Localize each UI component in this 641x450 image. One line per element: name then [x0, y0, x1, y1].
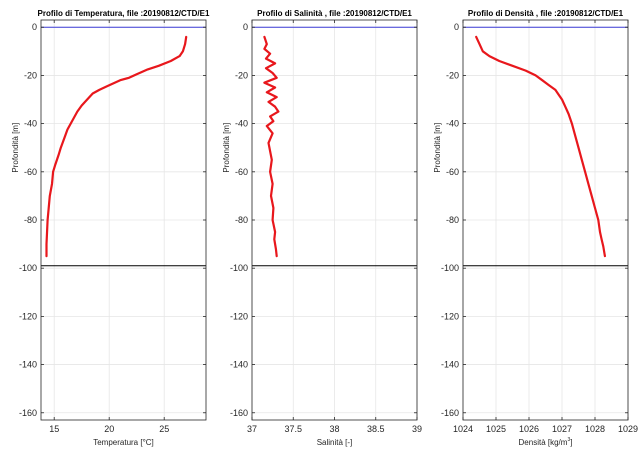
x-tick-label: 1025 — [486, 424, 506, 434]
y-tick-label: 0 — [243, 22, 248, 32]
y-tick-label: -140 — [19, 360, 37, 370]
chart-panel-2: 37 37.5 38 38.5 39 0 -20 -40 -60 -80 -100 -120 -140 -… — [222, 9, 422, 447]
x-tick-label: 1024 — [453, 424, 473, 434]
y-axis-label: Profondità [m] — [433, 123, 442, 173]
x-axis-label: Densità [kg/m3] — [519, 437, 573, 447]
y-tick-label: -20 — [235, 70, 248, 80]
x-tick-label: 1028 — [585, 424, 605, 434]
y-tick-label: -140 — [441, 360, 459, 370]
y-tick-label: -100 — [19, 263, 37, 273]
y-tick-label: -160 — [230, 408, 248, 418]
chart-title: Profilo di Salinità , file :20190812/CTD… — [257, 9, 412, 18]
x-tick-label: 37.5 — [284, 424, 302, 434]
x-axis-label-text: Densità [kg/m — [519, 438, 568, 447]
y-tick-label: -120 — [230, 311, 248, 321]
chart-title: Profilo di Temperatura, file :20190812/C… — [38, 9, 210, 18]
y-axis-label: Profondità [m] — [222, 123, 231, 173]
x-tick-label: 15 — [49, 424, 59, 434]
chart-title: Profilo di Densità , file :20190812/CTD/… — [468, 9, 624, 18]
x-tick-label: 20 — [104, 424, 114, 434]
y-tick-label: -160 — [19, 408, 37, 418]
y-tick-label: -100 — [441, 263, 459, 273]
x-tick-label: 1026 — [519, 424, 539, 434]
y-tick-label: -60 — [24, 167, 37, 177]
y-tick-label: -160 — [441, 408, 459, 418]
x-tick-label: 25 — [159, 424, 169, 434]
series-line-1 — [263, 35, 280, 258]
chart-panel-1: 15 20 25 0 -20 -40 -60 -80 -100 -120 -140 -160 Profi… — [11, 9, 210, 447]
y-tick-label: -80 — [24, 215, 37, 225]
y-tick-label: -120 — [19, 311, 37, 321]
y-tick-label: -80 — [446, 215, 459, 225]
y-tick-label: -40 — [446, 119, 459, 129]
x-axis-label: Salinità [-] — [317, 438, 353, 447]
series-line-1 — [45, 35, 188, 258]
y-tick-label: -100 — [230, 263, 248, 273]
x-axis-label: Temperatura [°C] — [93, 438, 154, 447]
chart-panel-3: 1024 1025 1026 1027 1028 1029 0 -20 -40 -60 -80 -10… — [433, 9, 638, 447]
y-tick-label: -60 — [235, 167, 248, 177]
x-tick-label: 38.5 — [367, 424, 385, 434]
y-tick-label: -20 — [446, 70, 459, 80]
x-axis-label-exponent: 3 — [567, 437, 570, 443]
y-tick-label: -40 — [24, 119, 37, 129]
x-tick-label: 1029 — [618, 424, 638, 434]
y-tick-label: -80 — [235, 215, 248, 225]
y-tick-label: -120 — [441, 311, 459, 321]
x-tick-label: 38 — [329, 424, 339, 434]
y-tick-label: 0 — [454, 22, 459, 32]
y-axis-label: Profondità [m] — [11, 123, 20, 173]
y-tick-label: 0 — [32, 22, 37, 32]
x-tick-label: 1027 — [552, 424, 572, 434]
y-tick-label: -60 — [446, 167, 459, 177]
x-tick-label: 39 — [412, 424, 422, 434]
series-line-1 — [475, 35, 607, 258]
x-tick-label: 37 — [247, 424, 257, 434]
y-tick-label: -20 — [24, 70, 37, 80]
y-tick-label: -140 — [230, 360, 248, 370]
x-axis-label-end: ] — [570, 438, 572, 447]
y-tick-label: -40 — [235, 119, 248, 129]
